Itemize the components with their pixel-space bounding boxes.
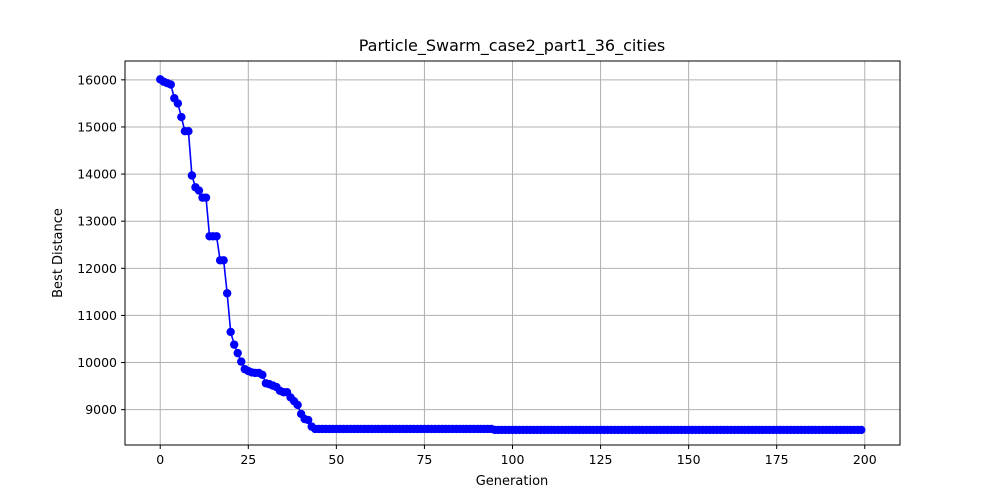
x-tick-label: 25 xyxy=(240,452,256,467)
data-point xyxy=(166,80,175,89)
x-tick-label: 150 xyxy=(677,452,701,467)
data-point xyxy=(258,370,267,379)
x-axis-label: Generation xyxy=(476,474,549,489)
data-point xyxy=(233,348,242,358)
y-tick-label: 16000 xyxy=(77,72,117,87)
y-tick-label: 14000 xyxy=(77,167,117,182)
data-point xyxy=(303,415,313,425)
data-point xyxy=(230,340,239,349)
data-point xyxy=(184,127,193,136)
x-tick-label: 75 xyxy=(416,452,432,467)
y-axis-ticks: 9000 10000 11000 12000 13000 14000 15000 16000 xyxy=(77,72,125,417)
x-tick-label: 125 xyxy=(589,452,613,467)
x-tick-label: 0 xyxy=(156,452,164,467)
chart-title: Particle_Swarm_case2_part1_36_cities xyxy=(359,36,666,56)
y-tick-label: 15000 xyxy=(77,119,117,134)
data-point xyxy=(212,232,221,241)
data-point xyxy=(222,289,232,298)
y-tick-label: 13000 xyxy=(77,214,117,229)
y-tick-label: 12000 xyxy=(77,261,117,276)
x-tick-label: 50 xyxy=(328,452,344,467)
y-tick-label: 9000 xyxy=(85,402,117,417)
data-point xyxy=(201,193,211,202)
x-axis-ticks: 0 25 50 75 100 125 150 175 200 xyxy=(156,445,877,467)
y-tick-label: 11000 xyxy=(77,308,117,323)
data-point xyxy=(177,112,186,122)
data-point xyxy=(226,327,235,337)
x-tick-label: 175 xyxy=(765,452,789,467)
y-axis-label: Best Distance xyxy=(51,208,66,298)
grid-lines xyxy=(125,61,900,445)
data-point xyxy=(237,357,246,366)
y-tick-label: 10000 xyxy=(77,355,117,370)
data-point xyxy=(187,171,197,180)
data-point xyxy=(857,425,866,435)
data-point xyxy=(194,186,204,195)
x-tick-label: 100 xyxy=(501,452,525,467)
data-point xyxy=(173,99,183,108)
series-group xyxy=(156,75,866,435)
data-point xyxy=(219,256,228,265)
data-point xyxy=(293,400,302,410)
x-tick-label: 200 xyxy=(853,452,877,467)
